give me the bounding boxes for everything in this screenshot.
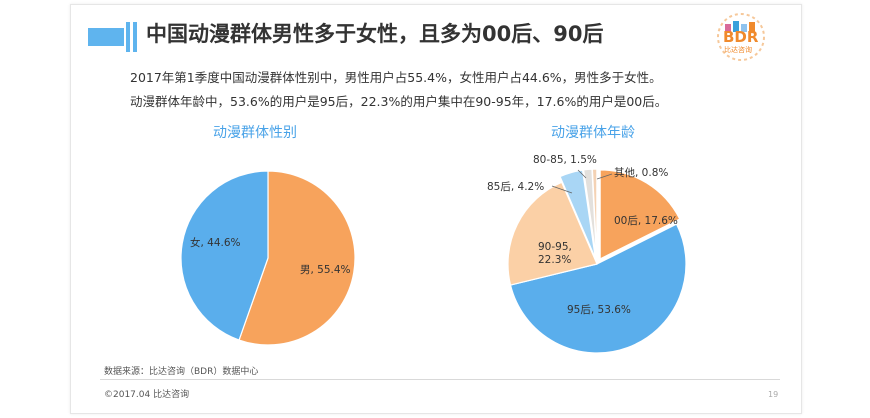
pie-slice-other <box>591 168 598 259</box>
pie-data-label: 男, 55.4% <box>300 264 351 276</box>
copyright-text: ©2017.04 比达咨询 <box>104 390 190 400</box>
footer-divider <box>100 379 780 380</box>
pie-data-label: 95后, 53.6% <box>567 304 631 316</box>
age-chart-title: 动漫群体年龄 <box>551 125 635 141</box>
page-number: 19 <box>768 390 779 399</box>
data-source-note: 数据来源：比达咨询（BDR）数据中心 <box>104 367 259 377</box>
logo-sunburst-icon <box>717 13 765 61</box>
bdr-logo <box>717 13 765 61</box>
pie-leader-line <box>596 173 613 180</box>
logo-subtext: 比达咨询 <box>724 46 752 54</box>
summary-line: 动漫群体年龄中，53.6%的用户是95后，22.3%的用户集中在90-95年，1… <box>130 94 668 109</box>
title-accent-stripe <box>133 22 137 52</box>
pie-slice-00 <box>599 169 681 260</box>
pie-data-label: 其他, 0.8% <box>614 166 668 179</box>
slide-frame <box>70 4 802 414</box>
pie-data-label: 90-95, 22.3% <box>538 241 572 266</box>
title-accent-stripe <box>126 22 130 52</box>
page-title: 中国动漫群体男性多于女性，且多为00后、90后 <box>146 22 604 46</box>
pie-leader-line <box>551 185 573 194</box>
pie-slice-female <box>180 170 269 341</box>
pie-leader-line <box>577 169 587 179</box>
logo-text: BDR <box>723 28 759 46</box>
pie-data-label: 85后, 4.2% <box>487 181 544 193</box>
title-accent-bars <box>88 22 138 54</box>
pie-data-label: 80-85, 1.5% <box>533 154 597 166</box>
summary-line: 2017年第1季度中国动漫群体性别中，男性用户占55.4%，女性用户占44.6%… <box>130 70 662 85</box>
summary-text: 2017年第1季度中国动漫群体性别中，男性用户占55.4%，女性用户占44.6%… <box>130 66 770 114</box>
pie-data-label: 女, 44.6% <box>190 236 241 249</box>
pie-slice-95 <box>509 223 687 354</box>
pie-data-label: 00后, 17.6% <box>614 215 678 227</box>
title-accent-block <box>88 28 124 46</box>
gender-chart-title: 动漫群体性别 <box>213 125 297 141</box>
pie-slice-90-95 <box>507 181 598 286</box>
